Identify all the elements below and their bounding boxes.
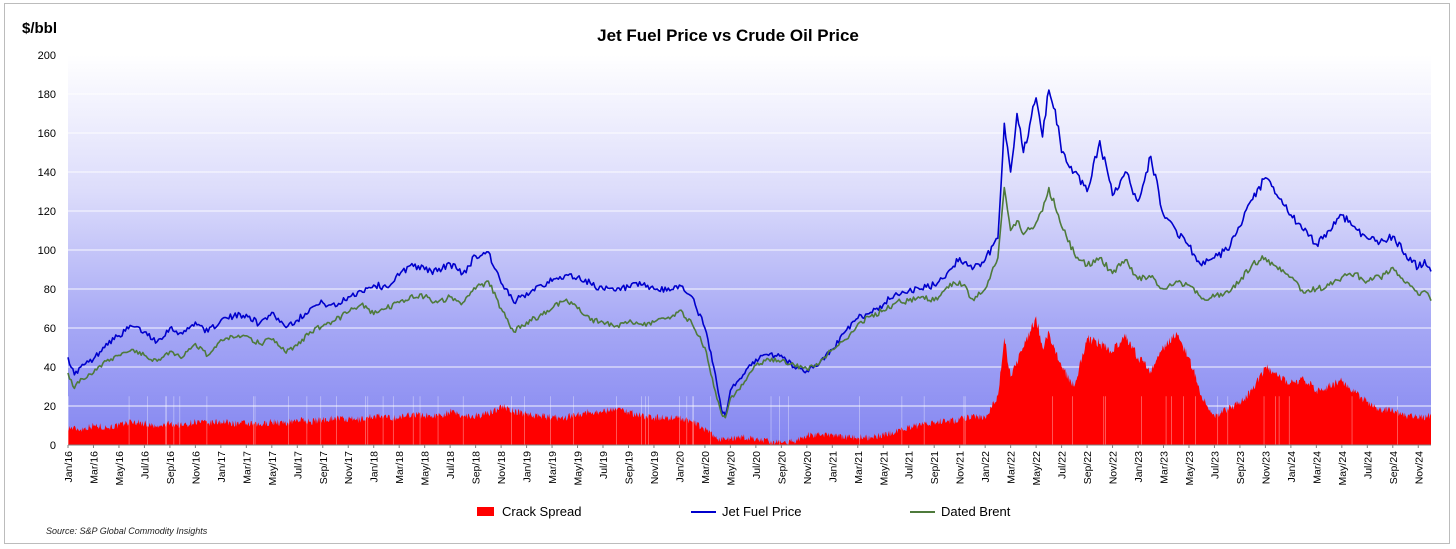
y-tick-label: 100 <box>38 245 56 257</box>
y-axis-unit-label: $/bbl <box>22 20 58 37</box>
x-tick-label: Jan/19 <box>522 451 534 483</box>
x-tick-label: Jan/21 <box>827 451 839 483</box>
legend-item-jet-fuel: Jet Fuel Price <box>691 504 801 519</box>
x-tick-label: Mar/19 <box>547 451 559 484</box>
x-tick-label: May/24 <box>1337 451 1349 486</box>
x-tick-label: Mar/24 <box>1311 451 1323 484</box>
x-tick-label: Jul/18 <box>445 451 457 479</box>
chart-title: Jet Fuel Price vs Crude Oil Price <box>597 26 859 45</box>
x-tick-label: May/22 <box>1031 451 1043 486</box>
legend-item-crack-spread: Crack Spread <box>477 504 581 519</box>
x-tick-label: May/23 <box>1184 451 1196 486</box>
crack-spread-area-layer <box>68 316 1431 445</box>
x-tick-label: Nov/17 <box>343 451 355 484</box>
x-tick-label: Sep/23 <box>1235 451 1247 484</box>
x-tick-label: May/21 <box>878 451 890 486</box>
legend-item-dated-brent: Dated Brent <box>910 504 1010 519</box>
x-tick-label: Sep/24 <box>1388 451 1400 484</box>
legend-label-crack-spread: Crack Spread <box>502 504 582 519</box>
x-tick-label: Nov/18 <box>496 451 508 484</box>
x-tick-label: Nov/19 <box>649 451 661 484</box>
x-tick-label: Nov/23 <box>1260 451 1272 484</box>
x-tick-label: May/17 <box>267 451 279 486</box>
legend: Crack Spread Jet Fuel Price Dated Brent <box>0 504 1456 524</box>
series-line-jet-fuel-price <box>67 89 1432 417</box>
x-tick-label: Sep/20 <box>776 451 788 484</box>
y-tick-label: 120 <box>38 206 56 218</box>
x-tick-label: May/20 <box>725 451 737 486</box>
x-tick-label: Nov/22 <box>1108 451 1120 484</box>
x-tick-label: Mar/21 <box>853 451 865 484</box>
y-tick-label: 40 <box>44 362 56 374</box>
x-tick-label: Mar/20 <box>700 451 712 484</box>
x-tick-label: May/18 <box>420 451 432 486</box>
y-tick-label: 140 <box>38 167 56 179</box>
x-tick-label: Sep/19 <box>623 451 635 484</box>
x-tick-label: Nov/21 <box>955 451 967 484</box>
x-tick-label: Jan/22 <box>980 451 992 483</box>
x-tick-label: Mar/22 <box>1006 451 1018 484</box>
x-tick-label: Jan/16 <box>63 451 75 483</box>
x-tick-label: Mar/17 <box>241 451 253 484</box>
y-tick-label: 180 <box>38 89 56 101</box>
price-lines-layer <box>67 89 1432 419</box>
x-tick-label: Jul/22 <box>1057 451 1069 479</box>
y-tick-label: 20 <box>44 401 56 413</box>
legend-swatch-dated-brent <box>910 510 935 513</box>
legend-swatch-jet-fuel <box>691 510 716 513</box>
legend-swatch-crack-spread <box>477 507 494 516</box>
axes: 0 20 40 60 80 100 120 140 160 180 200 Jan/16 Mar/16 M… <box>38 50 1431 485</box>
x-tick-label: May/19 <box>573 451 585 486</box>
x-tick-label: Jul/21 <box>904 451 916 479</box>
x-tick-label: Jan/17 <box>216 451 228 483</box>
x-tick-label: Jul/17 <box>292 451 304 479</box>
legend-label-dated-brent: Dated Brent <box>941 504 1011 519</box>
x-tick-label: Nov/24 <box>1413 451 1425 484</box>
x-tick-label: Jan/23 <box>1133 451 1145 483</box>
x-tick-label: Jul/24 <box>1362 451 1374 479</box>
y-tick-label: 160 <box>38 128 56 140</box>
x-tick-label: Sep/18 <box>471 451 483 484</box>
x-tick-label: May/16 <box>114 451 126 486</box>
x-tick-label: Mar/18 <box>394 451 406 484</box>
y-tick-label: 200 <box>38 50 56 62</box>
series-area-crack-spread <box>68 316 1431 445</box>
chart-frame <box>4 3 1450 544</box>
x-tick-label: Nov/16 <box>190 451 202 484</box>
y-tick-label: 0 <box>50 440 56 452</box>
x-tick-label: Jan/20 <box>674 451 686 483</box>
x-tick-label: Sep/21 <box>929 451 941 484</box>
series-line-dated-brent <box>67 186 1432 419</box>
x-tick-label: Nov/20 <box>802 451 814 484</box>
x-tick-label: Jul/20 <box>751 451 763 479</box>
x-tick-label: Sep/17 <box>318 451 330 484</box>
source-note: Source: S&P Global Commodity Insights <box>46 526 208 536</box>
y-tick-label: 60 <box>44 323 56 335</box>
x-tick-label: Jul/23 <box>1209 451 1221 479</box>
y-tick-label: 80 <box>44 284 56 296</box>
x-tick-label: Mar/23 <box>1158 451 1170 484</box>
x-tick-label: Sep/22 <box>1082 451 1094 484</box>
x-tick-label: Sep/16 <box>165 451 177 484</box>
x-tick-label: Jul/16 <box>139 451 151 479</box>
x-tick-label: Mar/16 <box>88 451 100 484</box>
x-tick-label: Jan/18 <box>369 451 381 483</box>
legend-label-jet-fuel: Jet Fuel Price <box>722 504 802 519</box>
x-tick-label: Jan/24 <box>1286 451 1298 483</box>
x-tick-label: Jul/19 <box>598 451 610 479</box>
